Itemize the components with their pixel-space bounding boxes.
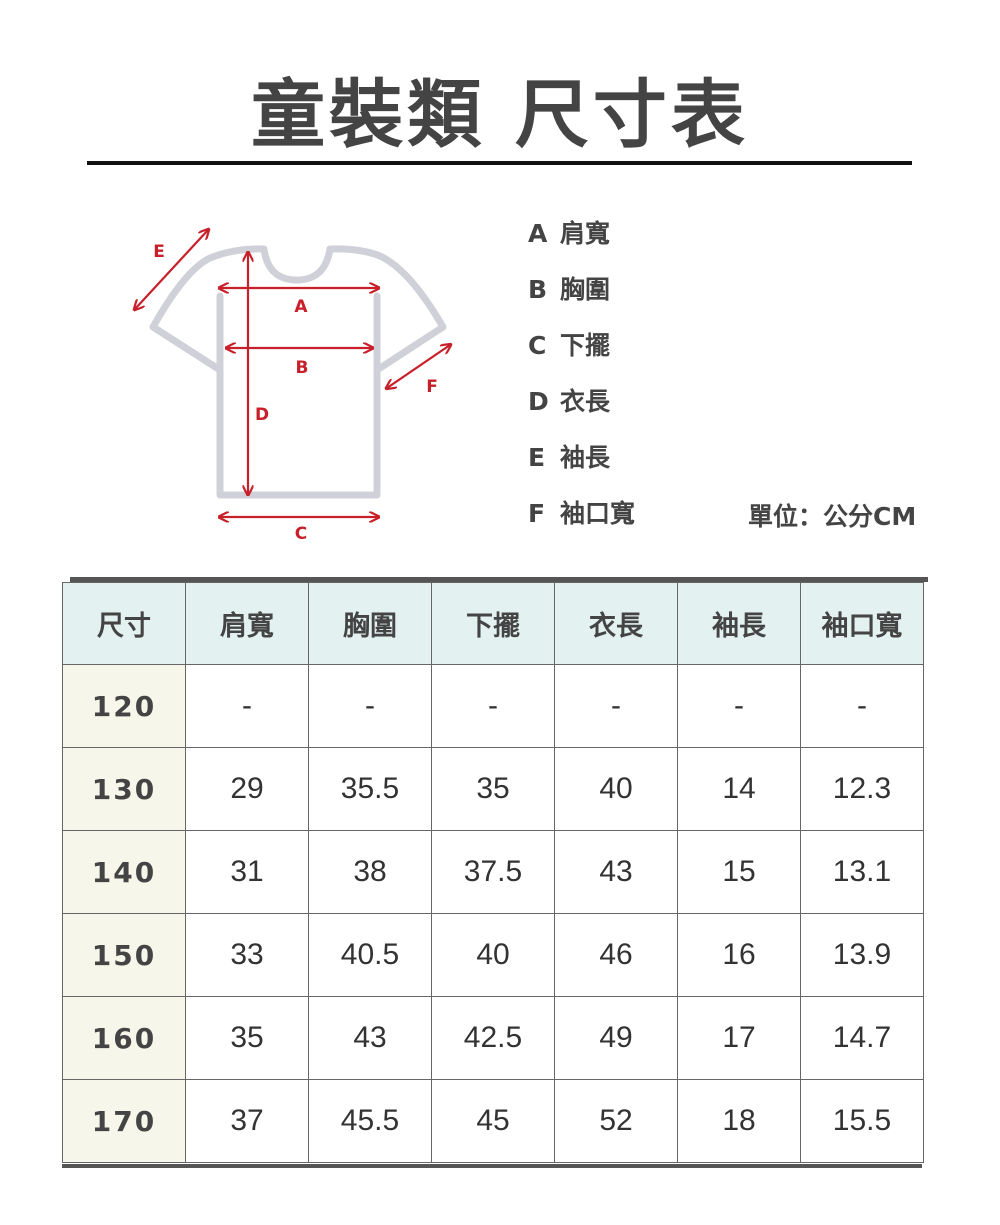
label-c: C — [295, 524, 307, 544]
label-d: D — [255, 405, 269, 425]
legend-item-f: F 袖口寬 — [528, 499, 636, 528]
measurement-cell: - — [308, 664, 432, 748]
table-row: 120- - - - - - — [62, 664, 924, 748]
page-title: 童裝類 尺寸表 — [251, 72, 749, 158]
legend-item-c: C 下擺 — [528, 331, 611, 360]
title-divider — [87, 161, 912, 165]
measurement-cell: 49 — [554, 996, 678, 1080]
measurement-cell: 46 — [554, 913, 678, 997]
measurement-cell: 14 — [677, 747, 801, 831]
measurement-cell: 52 — [554, 1079, 678, 1163]
label-e: E — [153, 242, 165, 262]
measurement-cell: 33 — [185, 913, 309, 997]
table-row: 160 35 43 42.5 49 17 14.7 — [62, 996, 924, 1080]
size-cell: 160 — [62, 996, 186, 1080]
table-row: 150 33 40.5 40 46 16 13.9 — [62, 913, 924, 997]
measurement-cell: 15 — [677, 830, 801, 914]
measurement-cell: 37 — [185, 1079, 309, 1163]
measure-f-arrow — [387, 345, 450, 388]
size-cell: 120 — [62, 664, 186, 748]
measurement-cell: 17 — [677, 996, 801, 1080]
measurement-cell: 37.5 — [431, 830, 555, 914]
measurement-cell: 40.5 — [308, 913, 432, 997]
measurement-cell: 38 — [308, 830, 432, 914]
measurement-cell: - — [677, 664, 801, 748]
measurement-cell: - — [800, 664, 924, 748]
measurement-cell: - — [554, 664, 678, 748]
measurement-cell: 40 — [431, 913, 555, 997]
column-header: 袖長 — [677, 582, 801, 665]
size-cell: 150 — [62, 913, 186, 997]
column-header: 胸圍 — [308, 582, 432, 665]
unit-label: 單位：公分CM — [748, 502, 917, 531]
legend-item-b: B 胸圍 — [528, 275, 611, 304]
measurement-cell: 35.5 — [308, 747, 432, 831]
table-bottom-border — [62, 1164, 922, 1168]
measurement-cell: 43 — [308, 996, 432, 1080]
measurement-cell: 45.5 — [308, 1079, 432, 1163]
measurement-cell: 15.5 — [800, 1079, 924, 1163]
measurement-cell: 14.7 — [800, 996, 924, 1080]
measurement-cell: 13.9 — [800, 913, 924, 997]
measurement-cell: 42.5 — [431, 996, 555, 1080]
label-f: F — [426, 377, 438, 397]
size-cell: 130 — [62, 747, 186, 831]
table-row: 140 31 38 37.5 43 15 13.1 — [62, 830, 924, 914]
measure-e-arrow — [135, 230, 208, 309]
column-header: 下擺 — [431, 582, 555, 665]
column-header: 尺寸 — [62, 582, 186, 665]
table-row: 130 29 35.5 35 40 14 12.3 — [62, 747, 924, 831]
label-a: A — [294, 297, 308, 317]
measurement-cell: 18 — [677, 1079, 801, 1163]
measurement-cell: - — [431, 664, 555, 748]
size-table: 尺寸 肩寬 胸圍 下擺 衣長 袖長 袖口寬 120- - - - - -130 29 35.5 35 40 14… — [62, 582, 924, 1163]
table-header-row: 尺寸 肩寬 胸圍 下擺 衣長 袖長 袖口寬 — [62, 582, 924, 665]
measurement-cell: 16 — [677, 913, 801, 997]
measurement-cell: 35 — [185, 996, 309, 1080]
size-cell: 140 — [62, 830, 186, 914]
column-header: 袖口寬 — [800, 582, 924, 665]
measurement-cell: 35 — [431, 747, 555, 831]
label-b: B — [296, 358, 309, 378]
measurement-cell: 29 — [185, 747, 309, 831]
measurement-cell: 31 — [185, 830, 309, 914]
column-header: 肩寬 — [185, 582, 309, 665]
table-row: 170 37 45.5 45 52 18 15.5 — [62, 1079, 924, 1163]
column-header: 衣長 — [554, 582, 678, 665]
measurement-cell: 40 — [554, 747, 678, 831]
legend-item-a: A 肩寬 — [528, 219, 611, 248]
legend-item-e: E 袖長 — [528, 443, 611, 472]
measurement-cell: 13.1 — [800, 830, 924, 914]
measurement-cell: 12.3 — [800, 747, 924, 831]
tshirt-diagram: A B C D E F — [0, 0, 1000, 544]
legend-item-d: D 衣長 — [528, 387, 611, 416]
measurement-cell: - — [185, 664, 309, 748]
measurement-cell: 43 — [554, 830, 678, 914]
table-top-border — [70, 577, 928, 582]
measurement-cell: 45 — [431, 1079, 555, 1163]
size-cell: 170 — [62, 1079, 186, 1163]
